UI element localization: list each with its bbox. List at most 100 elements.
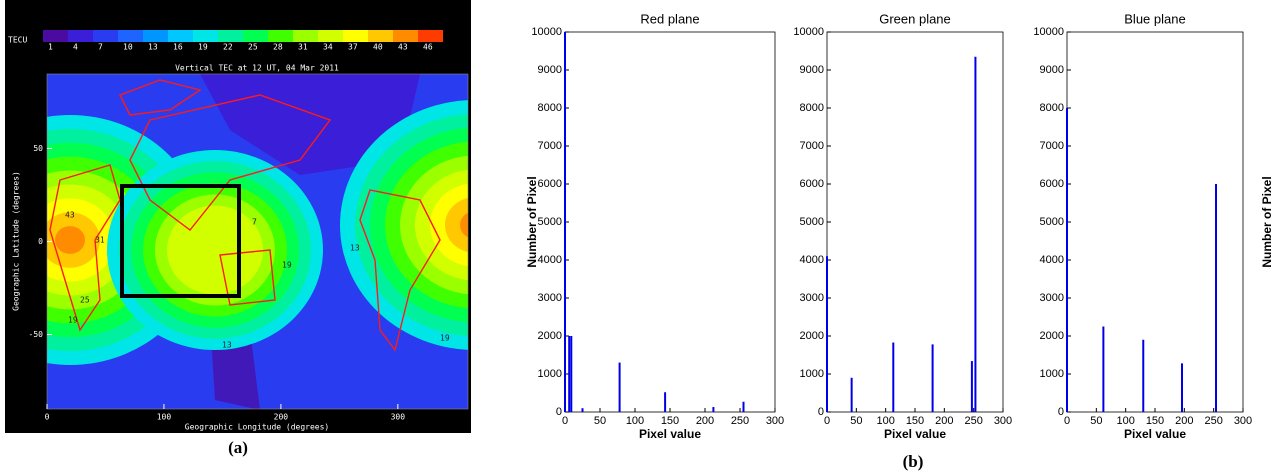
y-tick-label: 4000 <box>538 254 562 266</box>
y-tick-label: -50 <box>29 330 44 339</box>
y-tick-label: 1000 <box>800 368 824 380</box>
y-tick-label: 0 <box>818 406 824 418</box>
contour-label: 19 <box>440 334 450 343</box>
y-tick-label: 3000 <box>800 292 824 304</box>
colorbar-tick-label: 28 <box>273 43 283 52</box>
colorbar-cell <box>318 30 343 42</box>
x-axis-label: Pixel value <box>639 427 701 441</box>
colorbar-tick-label: 43 <box>398 43 408 52</box>
colorbar-cell <box>193 30 218 42</box>
plot-area <box>1066 31 1244 413</box>
contour-label: 13 <box>222 341 232 350</box>
x-tick-label: 150 <box>1146 415 1164 427</box>
x-tick-label: 300 <box>994 415 1012 427</box>
y-tick-label: 8000 <box>538 102 562 114</box>
x-tick-label: 200 <box>696 415 714 427</box>
y-tick-label: 0 <box>38 237 43 246</box>
plot-area <box>564 31 776 413</box>
colorbar-cell <box>93 30 118 42</box>
contour-label: 19 <box>68 316 78 325</box>
x-tick-label: 300 <box>1234 415 1252 427</box>
x-tick-label: 50 <box>850 415 862 427</box>
colorbar-cell <box>168 30 193 42</box>
colorbar-tick-label: 13 <box>148 43 158 52</box>
y-axis-label: Number of Pixel <box>1260 176 1274 267</box>
x-tick-label: 50 <box>594 415 606 427</box>
y-tick-label: 10000 <box>531 26 562 38</box>
x-tick-label: 200 <box>274 413 289 422</box>
y-tick-label: 2000 <box>1040 330 1064 342</box>
x-tick-label: 0 <box>45 413 50 422</box>
x-tick-label: 100 <box>626 415 644 427</box>
y-tick-label: 7000 <box>800 140 824 152</box>
contour-label: 31 <box>95 236 105 245</box>
colorbar-cell <box>118 30 143 42</box>
colorbar-tick-label: 25 <box>248 43 258 52</box>
x-tick-label: 100 <box>157 413 172 422</box>
x-tick-label: 50 <box>1090 415 1102 427</box>
x-tick-label: 0 <box>824 415 830 427</box>
colorbar-cell <box>143 30 168 42</box>
colorbar-tick-label: 16 <box>173 43 183 52</box>
map-title: Vertical TEC at 12 UT, 04 Mar 2011 <box>175 64 339 73</box>
colorbar-cell <box>343 30 368 42</box>
region-box <box>120 184 241 298</box>
y-tick-label: 5000 <box>800 216 824 228</box>
contour-label: 25 <box>80 296 90 305</box>
x-tick-label: 250 <box>1204 415 1222 427</box>
y-tick-label: 10000 <box>793 26 824 38</box>
panel-label: (a) <box>228 438 248 457</box>
y-tick-label: 8000 <box>1040 102 1064 114</box>
y-tick-label: 3000 <box>1040 292 1064 304</box>
x-tick-label: 250 <box>731 415 749 427</box>
y-tick-label: 4000 <box>1040 254 1064 266</box>
colorbar-cell <box>418 30 443 42</box>
colorbar-label: TECU <box>8 36 27 45</box>
y-axis-label: Number of Pixel <box>525 176 539 267</box>
y-tick-label: 9000 <box>538 64 562 76</box>
colorbar-cell <box>268 30 293 42</box>
x-tick-label: 300 <box>391 413 406 422</box>
contour-label: 7 <box>252 218 257 227</box>
y-tick-label: 7000 <box>538 140 562 152</box>
y-tick-label: 9000 <box>800 64 824 76</box>
x-axis-label: Geographic Longitude (degrees) <box>185 423 330 432</box>
colorbar-cell <box>243 30 268 42</box>
tec-band <box>430 183 468 267</box>
panel-label: (b) <box>903 452 924 471</box>
y-tick-label: 7000 <box>1040 140 1064 152</box>
y-tick-label: 8000 <box>800 102 824 114</box>
map-field <box>47 74 468 409</box>
x-axis-label: Pixel value <box>884 427 946 441</box>
x-tick-label: 200 <box>1175 415 1193 427</box>
colorbar-cell <box>393 30 418 42</box>
contour-label: 43 <box>65 211 75 220</box>
x-axis-label: Pixel value <box>1124 427 1186 441</box>
chart-title: Red plane <box>640 11 699 26</box>
y-tick-label: 6000 <box>1040 178 1064 190</box>
tec-band <box>460 212 468 238</box>
colorbar-tick-label: 37 <box>348 43 358 52</box>
x-tick-label: 150 <box>906 415 924 427</box>
y-tick-label: 50 <box>33 144 43 153</box>
contour-label: 13 <box>350 244 360 253</box>
y-tick-label: 6000 <box>538 178 562 190</box>
colorbar-cell <box>218 30 243 42</box>
tec-band <box>445 197 468 253</box>
x-tick-label: 150 <box>661 415 679 427</box>
colorbar-tick-label: 31 <box>298 43 308 52</box>
y-tick-label: 4000 <box>800 254 824 266</box>
y-tick-label: 6000 <box>800 178 824 190</box>
y-tick-label: 1000 <box>1040 368 1064 380</box>
chart-title: Green plane <box>879 11 951 26</box>
x-tick-label: 200 <box>935 415 953 427</box>
y-axis-label: Geographic Latitude (degrees) <box>12 171 21 311</box>
y-tick-label: 2000 <box>800 330 824 342</box>
colorbar-tick-label: 1 <box>48 43 53 52</box>
x-tick-label: 0 <box>1064 415 1070 427</box>
y-tick-label: 0 <box>1058 406 1064 418</box>
y-tick-label: 1000 <box>538 368 562 380</box>
colorbar-tick-label: 46 <box>423 43 433 52</box>
